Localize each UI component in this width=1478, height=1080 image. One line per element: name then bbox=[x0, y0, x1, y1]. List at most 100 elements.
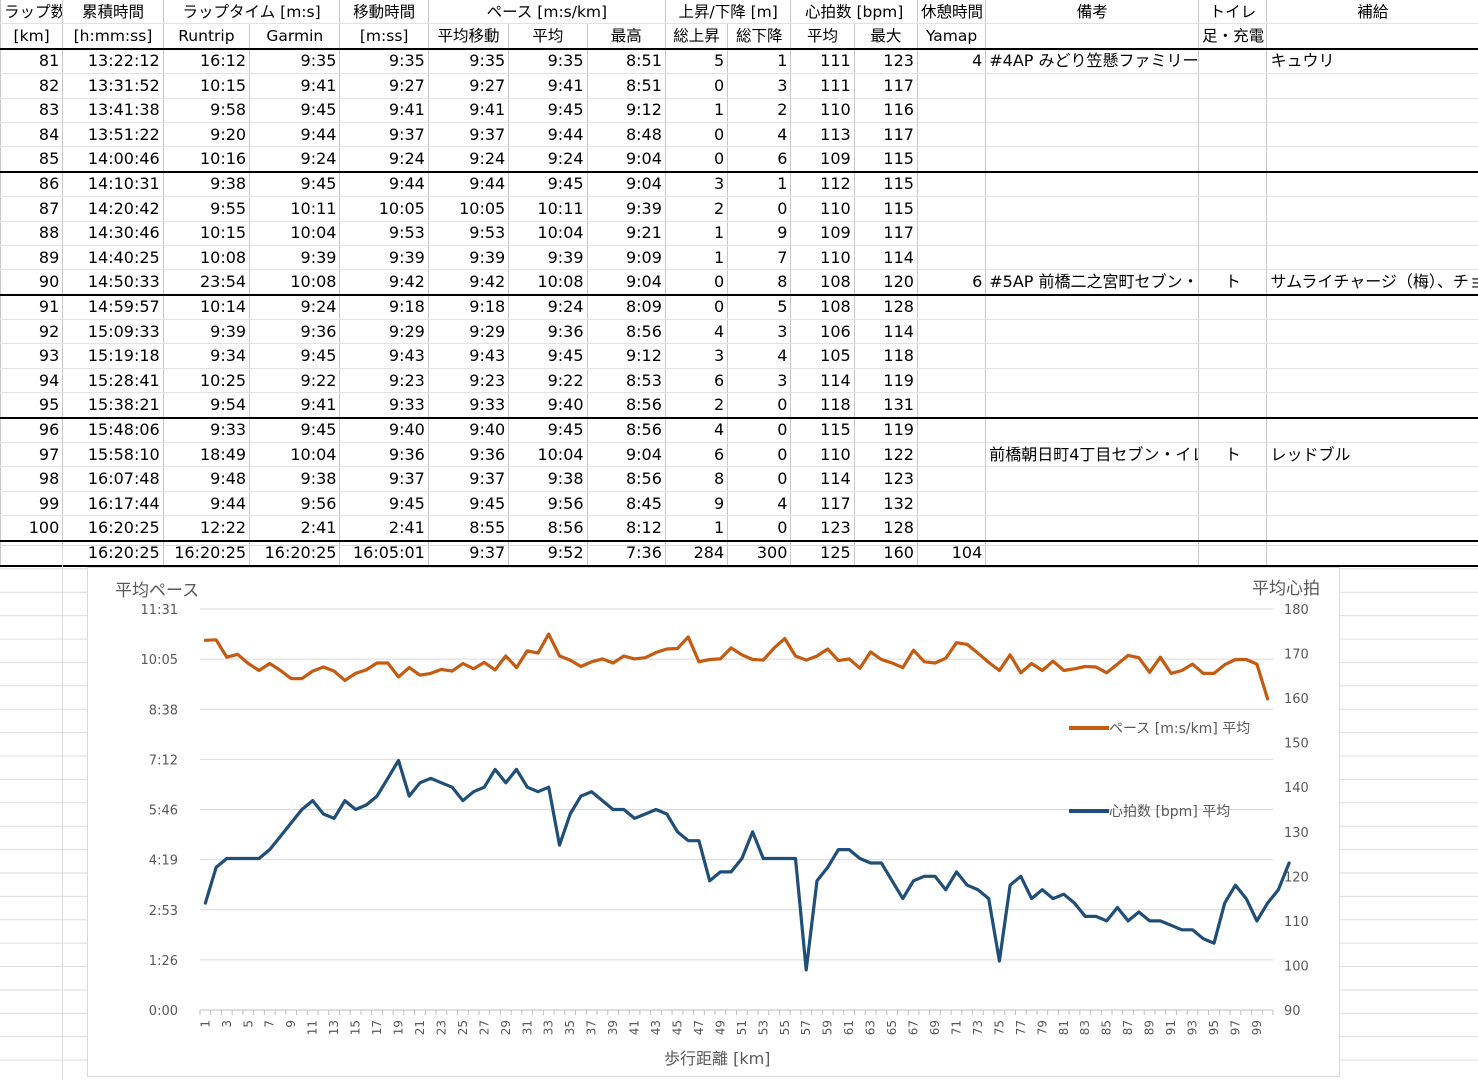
table-cell[interactable]: 9:18 bbox=[339, 294, 429, 321]
table-cell[interactable]: レッドブル bbox=[1266, 442, 1478, 468]
table-cell[interactable]: 10:05 bbox=[427, 196, 509, 222]
table-cell[interactable] bbox=[916, 491, 986, 517]
table-cell[interactable]: 9:24 bbox=[249, 146, 340, 173]
header-cell[interactable]: Yamap bbox=[916, 23, 986, 50]
table-cell[interactable]: 116 bbox=[853, 98, 918, 123]
table-cell[interactable] bbox=[1198, 221, 1267, 246]
table-cell[interactable]: 99 bbox=[0, 491, 63, 517]
table-cell[interactable]: 3 bbox=[727, 73, 791, 99]
table-cell[interactable]: 4 bbox=[916, 48, 986, 75]
header-cell[interactable]: Garmin bbox=[249, 23, 340, 50]
table-cell[interactable] bbox=[916, 73, 986, 99]
table-cell[interactable]: 2 bbox=[664, 196, 728, 222]
table-cell[interactable]: 9:42 bbox=[339, 269, 429, 296]
table-cell[interactable]: 1 bbox=[664, 98, 728, 123]
table-cell[interactable]: 113 bbox=[790, 122, 855, 148]
table-cell[interactable] bbox=[1266, 73, 1478, 99]
table-cell[interactable]: 111 bbox=[790, 48, 855, 75]
table-cell[interactable]: 117 bbox=[853, 221, 918, 246]
table-cell[interactable]: 8:56 bbox=[586, 392, 666, 419]
table-cell[interactable]: 3 bbox=[727, 319, 791, 345]
header-cell[interactable]: 上昇/下降 [m] bbox=[664, 0, 791, 25]
table-cell[interactable]: 14:50:33 bbox=[62, 269, 164, 296]
table-cell[interactable]: 110 bbox=[790, 98, 855, 123]
table-cell[interactable]: 118 bbox=[790, 392, 855, 419]
table-cell[interactable] bbox=[916, 466, 986, 492]
table-cell[interactable]: 4 bbox=[727, 491, 791, 517]
table-cell[interactable]: 90 bbox=[0, 269, 63, 296]
table-cell[interactable] bbox=[985, 294, 1199, 321]
table-cell[interactable] bbox=[1266, 392, 1478, 419]
header-cell[interactable]: 移動時間 bbox=[339, 0, 429, 25]
table-cell[interactable]: 6 bbox=[664, 442, 728, 468]
table-cell[interactable]: 9:44 bbox=[162, 491, 250, 517]
table-cell[interactable]: 9:35 bbox=[339, 48, 429, 75]
table-cell[interactable]: 16:12 bbox=[162, 48, 250, 75]
table-cell[interactable]: 10:25 bbox=[162, 368, 250, 394]
table-cell[interactable]: #5AP 前橋二之宮町セブン・イ bbox=[985, 269, 1199, 296]
header-cell[interactable]: ペース [m:s/km] bbox=[427, 0, 666, 25]
table-cell[interactable]: 0 bbox=[727, 515, 791, 542]
table-cell[interactable] bbox=[985, 392, 1199, 419]
table-cell[interactable] bbox=[1266, 122, 1478, 148]
table-cell[interactable]: 1 bbox=[727, 48, 791, 75]
table-cell[interactable]: 9:09 bbox=[586, 245, 666, 271]
table-cell[interactable]: 118 bbox=[853, 343, 918, 369]
table-cell[interactable]: 0 bbox=[664, 73, 728, 99]
table-cell[interactable]: 9:35 bbox=[508, 48, 588, 75]
table-cell[interactable] bbox=[1198, 73, 1267, 99]
table-cell[interactable]: 5 bbox=[727, 294, 791, 321]
table-cell[interactable] bbox=[1198, 196, 1267, 222]
table-cell[interactable]: 7 bbox=[727, 245, 791, 271]
table-cell[interactable]: 8:53 bbox=[586, 368, 666, 394]
table-cell[interactable]: 96 bbox=[0, 417, 63, 444]
table-cell[interactable]: 0 bbox=[727, 442, 791, 468]
table-cell[interactable]: 86 bbox=[0, 171, 63, 198]
table-cell[interactable]: 8:51 bbox=[586, 73, 666, 99]
table-cell[interactable]: 9:29 bbox=[339, 319, 429, 345]
table-cell[interactable]: 115 bbox=[853, 171, 918, 198]
table-cell[interactable]: 4 bbox=[664, 319, 728, 345]
table-cell[interactable]: 114 bbox=[790, 368, 855, 394]
table-cell[interactable] bbox=[985, 196, 1199, 222]
table-cell[interactable]: 87 bbox=[0, 196, 63, 222]
table-cell[interactable]: 9:40 bbox=[339, 417, 429, 444]
table-cell[interactable]: 1 bbox=[664, 515, 728, 542]
table-cell[interactable]: 9:43 bbox=[427, 343, 509, 369]
table-cell[interactable]: 16:07:48 bbox=[62, 466, 164, 492]
table-cell[interactable]: 128 bbox=[853, 515, 918, 542]
table-cell[interactable]: 117 bbox=[790, 491, 855, 517]
table-cell[interactable]: 9:38 bbox=[249, 466, 340, 492]
table-cell[interactable]: 9:44 bbox=[249, 122, 340, 148]
table-cell[interactable]: 9:39 bbox=[339, 245, 429, 271]
table-cell[interactable]: 1 bbox=[664, 221, 728, 246]
table-cell[interactable]: 12:22 bbox=[162, 515, 250, 542]
table-cell[interactable]: 9:41 bbox=[508, 73, 588, 99]
header-cell[interactable]: トイレ bbox=[1198, 0, 1267, 25]
table-cell[interactable]: ト bbox=[1198, 442, 1267, 468]
table-cell[interactable] bbox=[985, 417, 1199, 444]
table-cell[interactable]: 16:17:44 bbox=[62, 491, 164, 517]
table-cell[interactable]: 123 bbox=[853, 466, 918, 492]
table-cell[interactable]: サムライチャージ（梅）、チョコ bbox=[1266, 269, 1478, 296]
table-cell[interactable]: 9:20 bbox=[162, 122, 250, 148]
table-cell[interactable]: 8:55 bbox=[427, 515, 509, 542]
header-cell[interactable]: ラップタイム [m:s] bbox=[162, 0, 340, 25]
table-cell[interactable]: 8 bbox=[664, 466, 728, 492]
table-cell[interactable] bbox=[1266, 221, 1478, 246]
table-cell[interactable]: 14:40:25 bbox=[62, 245, 164, 271]
table-cell[interactable]: 9:35 bbox=[249, 48, 340, 75]
table-cell[interactable]: 9:53 bbox=[339, 221, 429, 246]
table-cell[interactable]: 6 bbox=[916, 269, 986, 296]
table-cell[interactable]: 9:36 bbox=[508, 319, 588, 345]
header-cell[interactable]: 備考 bbox=[985, 0, 1199, 25]
table-cell[interactable]: 10:11 bbox=[249, 196, 340, 222]
table-cell[interactable]: 98 bbox=[0, 466, 63, 492]
table-cell[interactable] bbox=[985, 466, 1199, 492]
table-cell[interactable]: 9:36 bbox=[427, 442, 509, 468]
table-cell[interactable]: 8:56 bbox=[508, 515, 588, 542]
table-cell[interactable]: 112 bbox=[790, 171, 855, 198]
table-cell[interactable]: 10:04 bbox=[508, 442, 588, 468]
table-cell[interactable]: 10:04 bbox=[249, 221, 340, 246]
table-cell[interactable]: 9:41 bbox=[427, 98, 509, 123]
